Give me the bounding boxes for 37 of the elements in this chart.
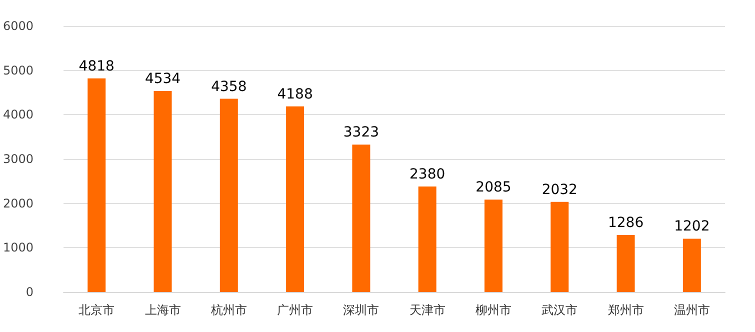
y-tick-label: 4000 [2, 108, 34, 122]
bar [550, 202, 569, 292]
y-tick-label: 5000 [2, 63, 34, 78]
data-label: 1286 [608, 214, 644, 231]
x-tick-label: 温州市 [674, 303, 710, 317]
bar [220, 98, 238, 292]
bar [682, 238, 701, 292]
x-tick-label: 柳州市 [475, 303, 512, 317]
data-label: 4358 [211, 78, 247, 95]
bar [352, 144, 370, 292]
data-label: 2380 [410, 166, 446, 182]
bar [154, 90, 172, 292]
x-tick-label: 杭州市 [210, 303, 247, 317]
data-label: 2085 [476, 180, 512, 196]
data-label: 1202 [674, 218, 710, 235]
bar [484, 200, 502, 292]
bar [286, 106, 304, 292]
data-label: 3323 [343, 124, 380, 141]
y-tick-label: 1000 [2, 240, 34, 255]
data-label: 4818 [78, 58, 114, 74]
data-label: 2032 [542, 182, 578, 198]
x-tick-label: 武汉市 [542, 303, 578, 317]
bar [418, 186, 436, 292]
x-tick-label: 广州市 [277, 303, 314, 317]
y-tick-label: 6000 [2, 19, 34, 33]
x-tick-label: 上海市 [144, 303, 181, 317]
x-tick-label: 北京市 [78, 303, 115, 317]
y-tick-label: 3000 [2, 152, 34, 166]
x-tick-label: 深圳市 [343, 303, 380, 317]
data-label: 4534 [144, 70, 181, 87]
x-tick-label: 郑州市 [608, 303, 644, 317]
bar [88, 78, 106, 292]
bar [616, 234, 635, 292]
y-tick-label: 0 [26, 285, 34, 299]
x-tick-label: 天津市 [409, 303, 446, 317]
data-label: 4188 [277, 86, 313, 102]
y-tick-label: 2000 [2, 196, 34, 210]
